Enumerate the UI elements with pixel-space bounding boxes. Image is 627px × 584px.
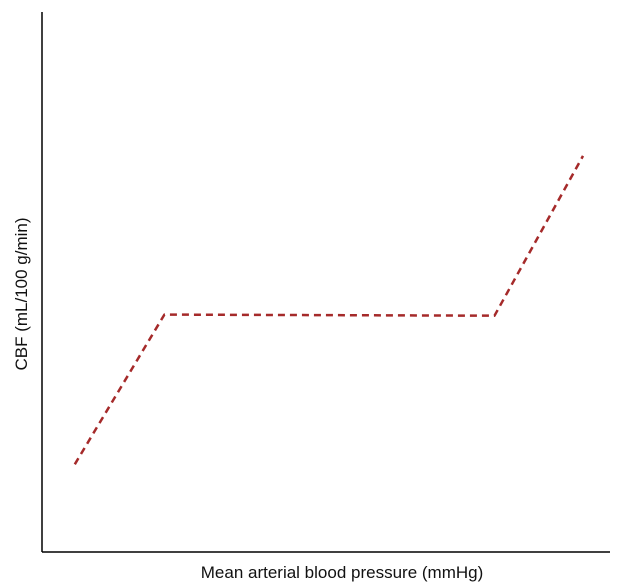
cbf-autoregulation-curve bbox=[73, 155, 585, 465]
y-axis-label: CBF (mL/100 g/min) bbox=[12, 217, 31, 370]
x-axis-label: Mean arterial blood pressure (mmHg) bbox=[201, 563, 484, 582]
